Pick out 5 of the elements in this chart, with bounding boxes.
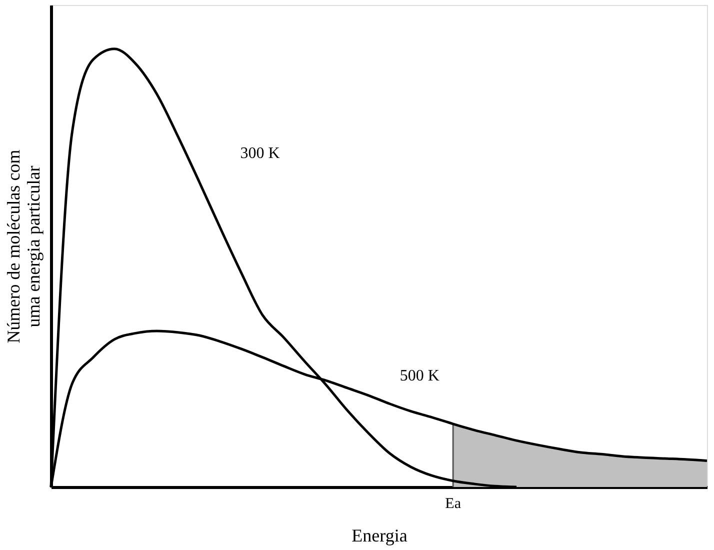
x-axis-title: Energia (352, 526, 408, 546)
text: 300 K (240, 145, 280, 162)
series-label: 500 K (400, 367, 440, 384)
y-axis-title: Número de moléculas com uma energia particular (4, 150, 44, 344)
text: Ea (445, 496, 462, 512)
